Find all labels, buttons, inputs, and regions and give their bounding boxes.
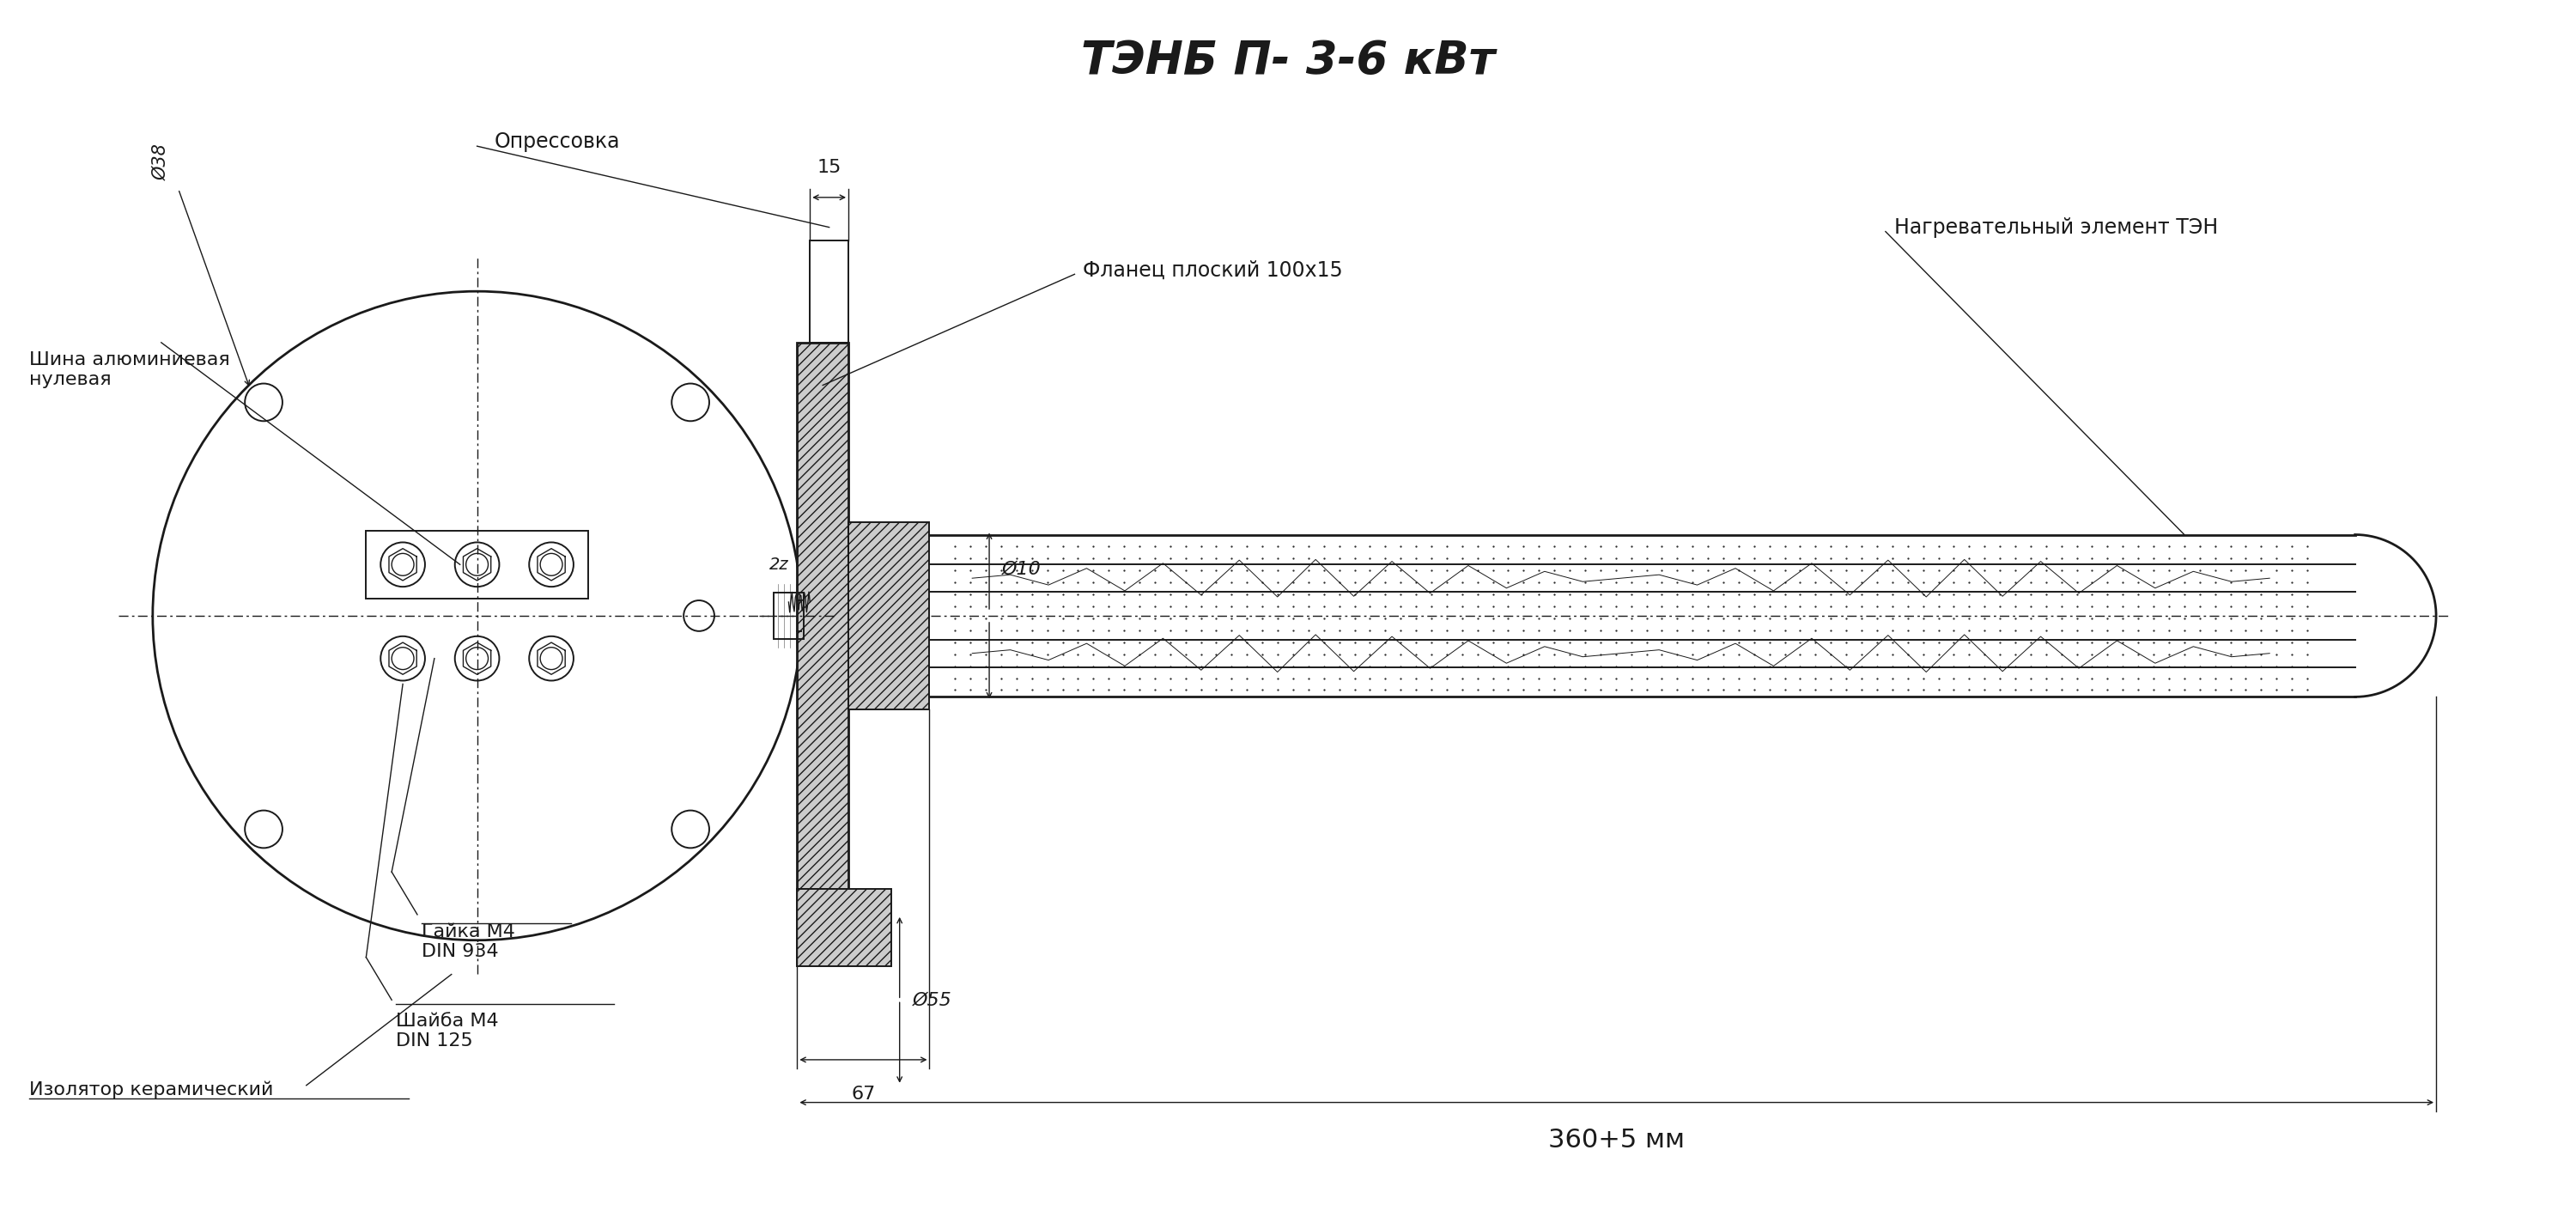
Text: Шина алюминиевая
нулевая: Шина алюминиевая нулевая (28, 350, 229, 388)
Bar (796, 888, 891, 966)
Text: Изолятор керамический: Изолятор керамический (28, 1081, 273, 1099)
Text: 67: 67 (850, 1086, 876, 1103)
Bar (366, 531, 587, 599)
Text: Ø10: Ø10 (1002, 560, 1041, 577)
Text: Опрессовка: Опрессовка (495, 131, 621, 152)
Bar (773, 593, 804, 639)
Text: Ø55: Ø55 (912, 992, 951, 1009)
Text: 2z: 2z (770, 556, 788, 573)
Circle shape (381, 636, 425, 680)
Circle shape (456, 543, 500, 587)
Bar (848, 522, 930, 710)
Text: 360+5 мм: 360+5 мм (1548, 1128, 1685, 1152)
Text: 15: 15 (817, 159, 842, 176)
Circle shape (381, 543, 425, 587)
Text: Фланец плоский 100х15: Фланец плоский 100х15 (1082, 259, 1342, 280)
Text: Нагревательный элемент ТЭН: Нагревательный элемент ТЭН (1893, 217, 2218, 237)
Circle shape (528, 636, 574, 680)
Circle shape (528, 543, 574, 587)
Text: Шайба М4
DIN 125: Шайба М4 DIN 125 (397, 1013, 500, 1050)
Text: Ø38: Ø38 (152, 144, 170, 180)
Text: ТЭНБ П- 3-6 кВт: ТЭНБ П- 3-6 кВт (1082, 39, 1494, 83)
Bar (809, 240, 848, 342)
Circle shape (456, 636, 500, 680)
Bar (796, 342, 848, 888)
Text: Гайка М4
DIN 934: Гайка М4 DIN 934 (422, 924, 515, 960)
